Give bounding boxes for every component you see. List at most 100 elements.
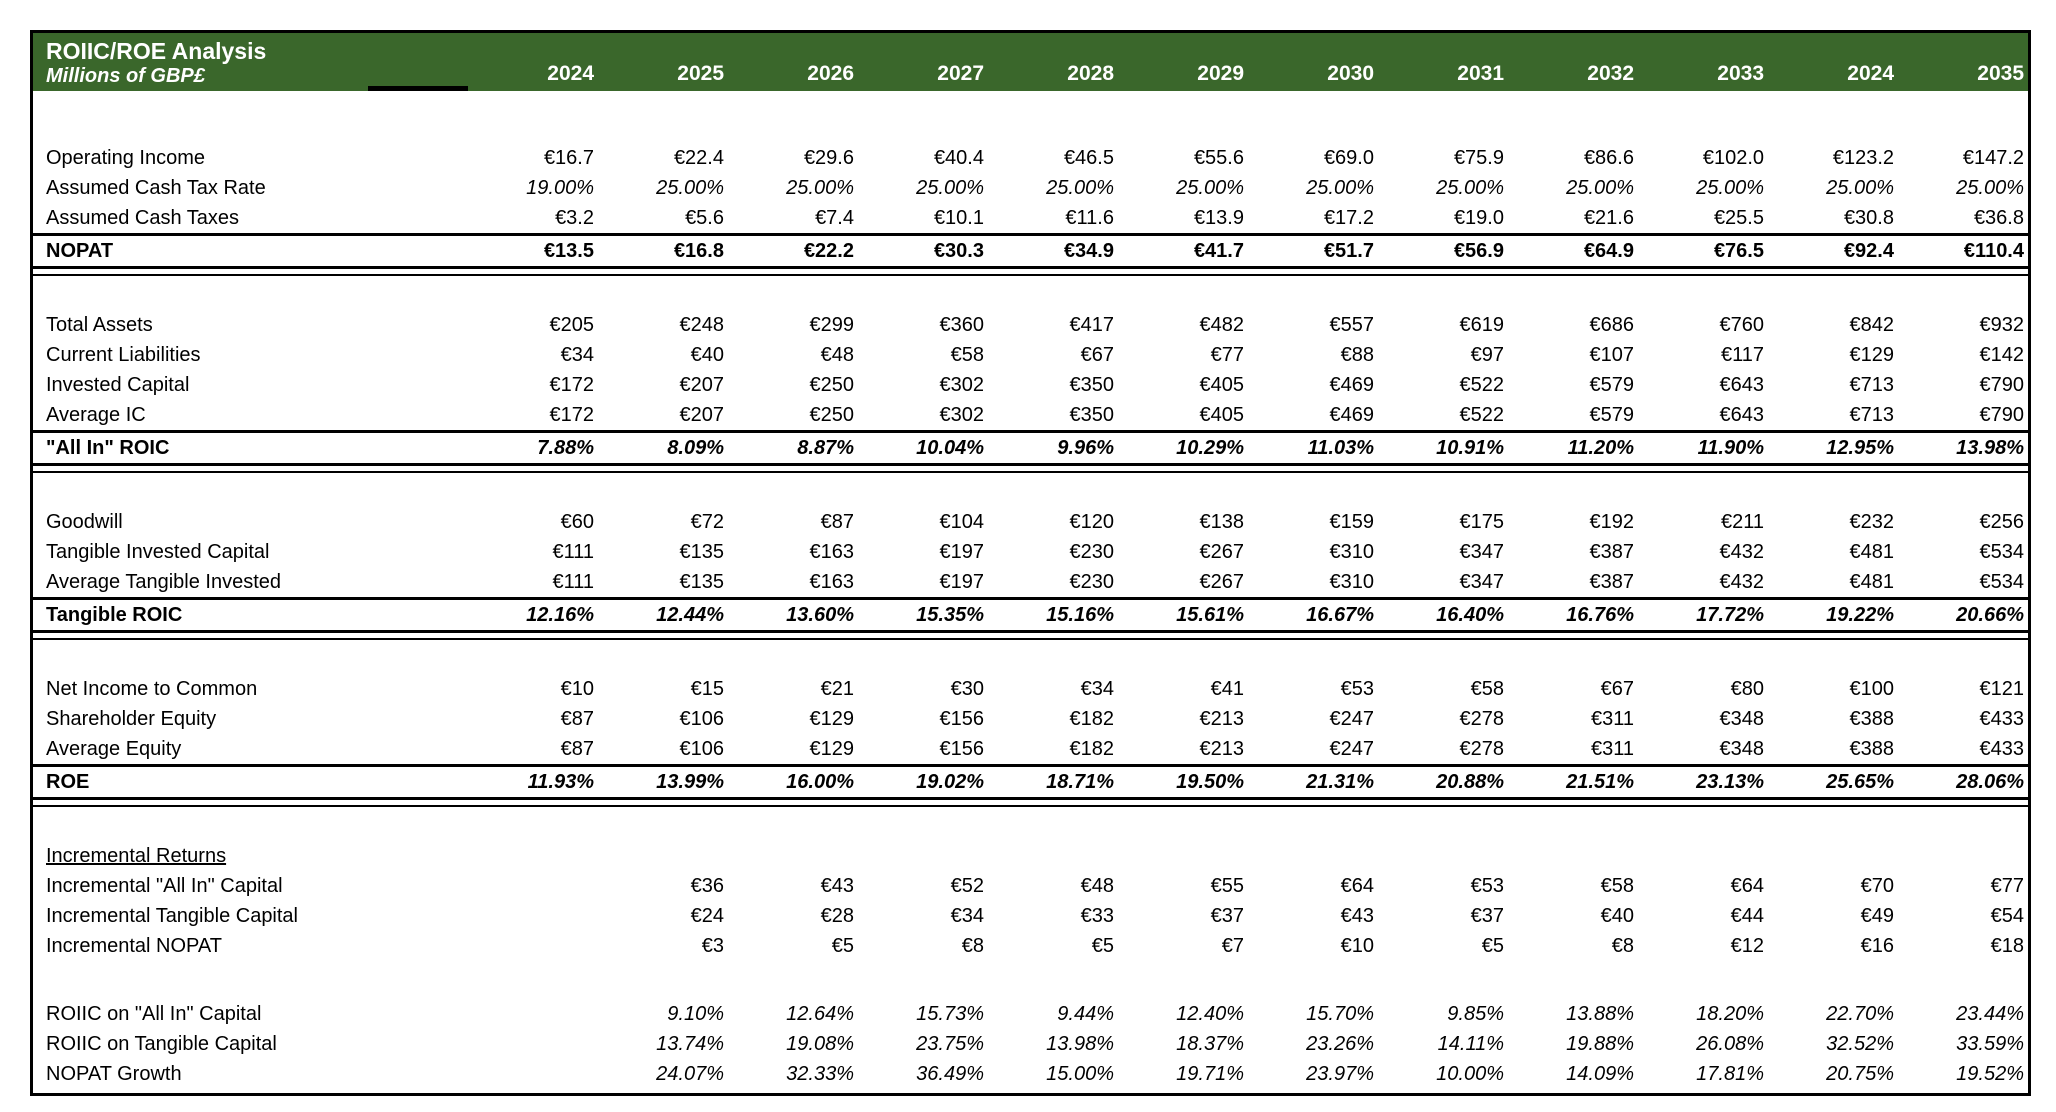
row-label: Incremental NOPAT [46,935,222,957]
row-label: NOPAT [46,240,114,262]
column-header-year: 2029 [1197,62,1244,85]
value-cell: €713 [1849,404,1895,426]
value-cell: €70 [1860,875,1894,897]
value-cell: 13.60% [786,604,854,626]
table-body: Operating Income €16.7 €22.4 €29.6 €40.4 €46.… [33,91,2028,1093]
value-cell: €30.3 [933,240,984,262]
value-cell: 7.88% [537,437,594,459]
value-cell: €432 [1719,571,1765,593]
value-cell: €405 [1199,374,1245,396]
value-cell: €686 [1589,314,1635,336]
value-cell [1898,841,2028,871]
value-cell: 19.50% [1176,771,1244,793]
value-cell: €106 [679,708,725,730]
value-cell: €142 [1979,344,2025,366]
row-gap-cell [368,507,468,537]
value-cell: 25.00% [1826,177,1894,199]
row-gap-cell [368,901,468,931]
value-cell: €56.9 [1453,240,1504,262]
table-row: "All In" ROIC 7.88% 8.09% 8.87% 10.04% 9.96% 1… [33,430,2028,463]
value-cell: 25.00% [786,177,854,199]
value-cell: 8.09% [667,437,724,459]
value-cell: 20.66% [1956,604,2024,626]
value-cell: €534 [1979,541,2025,563]
value-cell [858,841,988,871]
row-gap-cell [368,400,468,430]
value-cell: 19.00% [526,177,594,199]
value-cell: €55.6 [1193,147,1244,169]
table-section-nopat: Operating Income €16.7 €22.4 €29.6 €40.4 €46.… [33,91,2028,269]
table-row: Tangible ROIC 12.16% 12.44% 13.60% 15.35% 15.… [33,597,2028,630]
value-cell: €932 [1979,314,2025,336]
value-cell: 13.74% [656,1033,724,1055]
value-cell: €129 [809,738,855,760]
row-label: "All In" ROIC [46,437,170,459]
value-cell: 26.08% [1696,1033,1764,1055]
row-label: Goodwill [46,511,123,533]
value-cell: 25.00% [1046,177,1114,199]
value-cell: €104 [939,511,985,533]
row-gap-cell [368,999,468,1029]
value-cell: 14.11% [1437,1033,1504,1055]
value-cell: €135 [679,571,725,593]
value-cell: €10 [560,678,594,700]
value-cell: 19.02% [916,771,984,793]
value-cell: €19.0 [1453,207,1504,229]
row-label: Invested Capital [46,374,190,396]
table-section-roe: Net Income to Common €10 €15 €21 €30 €34 €41 €5… [33,638,2028,800]
value-cell: €58 [1600,875,1634,897]
value-cell: €135 [679,541,725,563]
value-cell: 23.75% [916,1033,984,1055]
value-cell: €75.9 [1453,147,1504,169]
value-cell: €350 [1069,404,1115,426]
value-cell: €86.6 [1583,147,1634,169]
value-cell: €69.0 [1323,147,1374,169]
value-cell: €247 [1329,738,1375,760]
value-cell: €5 [831,935,854,957]
value-cell: 18.71% [1046,771,1114,793]
column-header-year: 2031 [1457,62,1504,85]
row-label: ROE [46,771,90,793]
value-cell: 15.16% [1046,604,1114,626]
value-cell: €250 [809,404,855,426]
value-cell: €432 [1719,541,1765,563]
row-gap-cell [368,236,468,266]
row-gap-cell [368,704,468,734]
value-cell: €13.5 [543,240,594,262]
value-cell [1118,841,1248,871]
value-cell: €192 [1589,511,1635,533]
value-cell: €92.4 [1843,240,1894,262]
value-cell: €30 [950,678,984,700]
value-cell: €87 [560,708,594,730]
value-cell: €182 [1069,708,1115,730]
value-cell [1768,841,1898,871]
value-cell: €10 [1340,935,1374,957]
row-label: Average Equity [46,738,182,760]
value-cell: €469 [1329,374,1375,396]
row-label: Tangible ROIC [46,604,183,626]
table-row: Average IC €172 €207 €250 €302 €350 €405 €469 €5… [33,400,2028,430]
value-cell: €182 [1069,738,1115,760]
value-cell: 25.00% [1696,177,1764,199]
column-header-year: 2024 [547,62,594,85]
column-header-year: 2033 [1717,62,1764,85]
value-cell: €40 [1600,905,1634,927]
value-cell: €107 [1589,344,1635,366]
value-cell: €213 [1199,738,1245,760]
value-cell: €299 [809,314,855,336]
value-cell: 19.22% [1826,604,1894,626]
row-gap-cell [368,1059,468,1089]
value-cell: €100 [1849,678,1895,700]
value-cell: 15.35% [916,604,984,626]
row-gap-cell [368,767,468,797]
value-cell: €22.4 [673,147,724,169]
value-cell: €278 [1459,738,1505,760]
value-cell: €310 [1329,571,1375,593]
value-cell: €33 [1080,905,1114,927]
value-cell: €388 [1849,738,1895,760]
value-cell: 25.00% [1306,177,1374,199]
value-cell: €405 [1199,404,1245,426]
value-cell: €36.8 [1973,207,2024,229]
table-row: ROE 11.93% 13.99% 16.00% 19.02% 18.71% 19.50% 2… [33,764,2028,797]
value-cell: 23.26% [1306,1033,1374,1055]
